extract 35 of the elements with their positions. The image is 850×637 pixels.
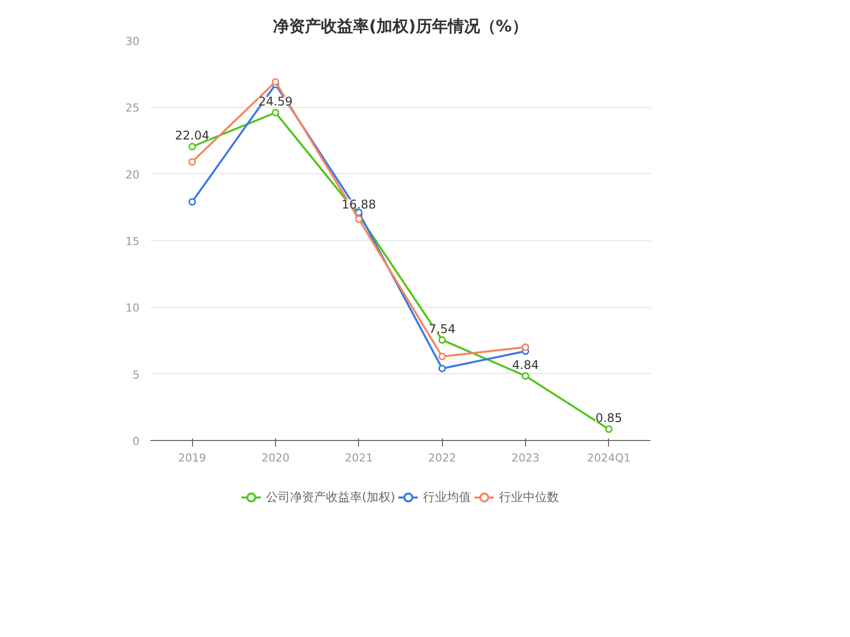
data-label: 24.59 xyxy=(258,94,293,109)
y-tick-label: 30 xyxy=(126,35,140,48)
y-tick-label: 0 xyxy=(132,435,140,448)
x-tick-label: 2019 xyxy=(178,452,206,464)
chart-title: 净资产收益率(加权)历年情况（%） xyxy=(273,16,528,36)
y-tick-label: 25 xyxy=(126,102,140,115)
point xyxy=(438,364,446,372)
point xyxy=(438,336,446,344)
point xyxy=(272,78,280,86)
y-tick-label: 10 xyxy=(126,302,140,315)
y-tick-label: 5 xyxy=(132,368,140,382)
point xyxy=(355,215,363,223)
point xyxy=(188,158,196,166)
legend-label: 行业中位数 xyxy=(499,488,560,506)
y-tick-label: 20 xyxy=(126,168,140,182)
data-label: 4.84 xyxy=(512,358,539,372)
point xyxy=(188,198,196,206)
point xyxy=(605,425,613,433)
data-label: 0.85 xyxy=(595,411,622,426)
data-label: 16.88 xyxy=(342,197,376,212)
data-label: 22.04 xyxy=(174,128,210,143)
x-tick-label: 2024Q1 xyxy=(587,452,631,464)
y-tick-label: 15 xyxy=(126,235,140,248)
point xyxy=(272,108,280,116)
point xyxy=(522,343,530,351)
legend-label: 行业均值 xyxy=(423,488,472,506)
x-tick-label: 2022 xyxy=(428,452,456,464)
data-label: 7.54 xyxy=(428,322,456,336)
point xyxy=(188,142,196,150)
point xyxy=(438,352,446,360)
point xyxy=(522,372,530,380)
x-tick-label: 2023 xyxy=(512,452,540,464)
x-tick-label: 2020 xyxy=(262,452,290,464)
x-tick-label: 2021 xyxy=(344,452,373,464)
legend-label: 公司净资产收益率(加权) xyxy=(266,488,396,506)
